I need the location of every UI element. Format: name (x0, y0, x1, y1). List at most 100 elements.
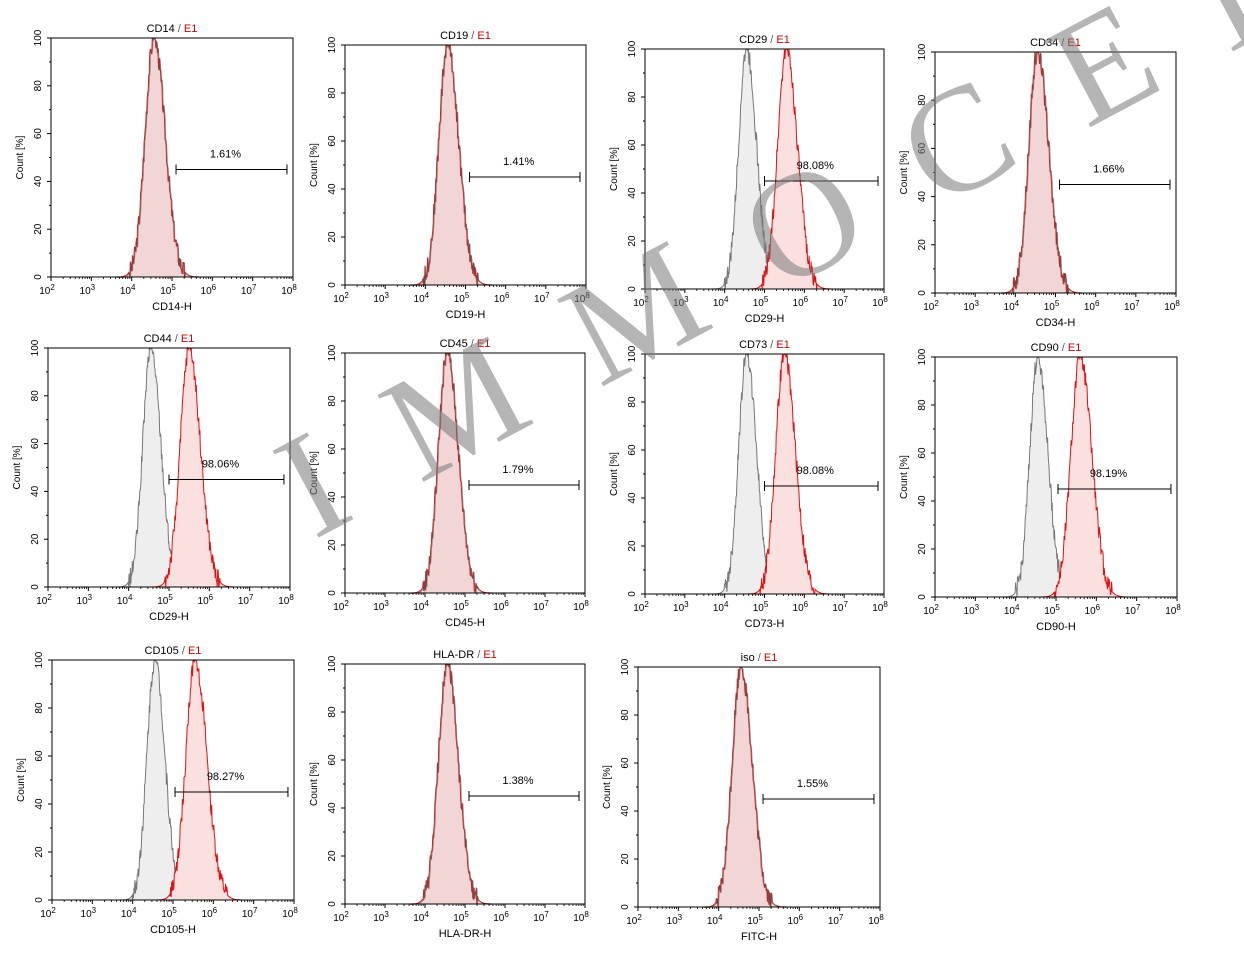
x-tick-base: 10 (828, 916, 840, 927)
panel-title-separator: / (172, 333, 181, 345)
x-tick-base: 10 (626, 916, 638, 927)
y-tick-label: 60 (917, 447, 928, 459)
y-tick-label: 100 (33, 29, 44, 46)
x-tick-label: 107 (832, 600, 848, 614)
x-tick-exponent: 4 (424, 599, 429, 608)
y-tick-label: 80 (327, 87, 338, 99)
x-tick-base: 10 (793, 298, 805, 309)
x-axis-label: CD34-H (1036, 317, 1076, 329)
y-tick-label: 60 (620, 757, 631, 769)
x-tick-exponent: 2 (50, 283, 55, 292)
x-tick-label: 105 (747, 913, 763, 927)
x-axis-label: CD45-H (445, 617, 485, 629)
x-tick-label: 107 (534, 291, 550, 305)
y-tick-label: 60 (33, 128, 44, 140)
x-tick-exponent: 3 (678, 913, 683, 922)
panel-title: CD73 / E1 (739, 339, 790, 351)
x-tick-base: 10 (493, 913, 505, 924)
y-tick-label: 20 (917, 239, 928, 251)
x-tick-label: 104 (1004, 603, 1020, 617)
x-tick-base: 10 (201, 286, 213, 297)
y-tick-label: 60 (627, 444, 638, 456)
y-tick-label: 0 (917, 594, 928, 600)
y-axis-label: Count [%] (602, 765, 613, 809)
x-tick-exponent: 4 (724, 600, 729, 609)
x-tick-base: 10 (872, 603, 884, 614)
panel-title-sample: E1 (764, 652, 777, 664)
histogram-series-e1 (156, 659, 243, 901)
x-tick-label: 104 (413, 910, 429, 924)
x-tick-base: 10 (633, 603, 645, 614)
x-tick-base: 10 (77, 596, 89, 607)
y-tick-label: 40 (327, 491, 338, 503)
x-tick-base: 10 (39, 286, 51, 297)
panel-title: CD105 / E1 (145, 645, 202, 657)
x-tick-exponent: 8 (1175, 299, 1180, 308)
x-tick-label: 105 (160, 283, 176, 297)
gate-percentage: 98.06% (202, 458, 240, 470)
x-tick-base: 10 (533, 913, 545, 924)
x-tick-label: 104 (707, 913, 723, 927)
x-tick-exponent: 7 (544, 910, 549, 919)
x-tick-base: 10 (713, 298, 725, 309)
x-tick-exponent: 6 (1095, 299, 1100, 308)
x-tick-exponent: 3 (975, 603, 980, 612)
y-tick-label: 80 (917, 94, 928, 106)
x-tick-label: 103 (964, 603, 980, 617)
x-tick-label: 102 (333, 910, 349, 924)
panel-title-sample: E1 (1067, 37, 1080, 49)
y-tick-label: 80 (627, 91, 638, 103)
x-tick-base: 10 (868, 916, 880, 927)
x-tick-base: 10 (1125, 606, 1137, 617)
y-tick-label: 40 (627, 492, 638, 504)
panel-title-sample: E1 (477, 30, 490, 42)
x-tick-base: 10 (1044, 606, 1056, 617)
y-tick-label: 60 (917, 142, 928, 154)
x-tick-base: 10 (454, 294, 466, 305)
histogram-series-e1 (1000, 51, 1083, 294)
x-tick-exponent: 6 (799, 913, 804, 922)
x-tick-label: 103 (667, 913, 683, 927)
x-tick-label: 106 (493, 910, 509, 924)
panel-title: CD29 / E1 (739, 34, 790, 46)
x-tick-base: 10 (278, 596, 290, 607)
x-tick-label: 104 (713, 600, 729, 614)
x-tick-exponent: 7 (844, 600, 849, 609)
x-tick-base: 10 (667, 916, 679, 927)
x-tick-exponent: 6 (212, 283, 217, 292)
x-tick-exponent: 6 (209, 593, 214, 602)
panel-title-marker: CD14 (147, 23, 175, 35)
x-tick-base: 10 (1084, 302, 1096, 313)
x-tick-exponent: 4 (132, 906, 137, 915)
x-tick-base: 10 (1165, 606, 1177, 617)
x-tick-label: 103 (373, 599, 389, 613)
x-tick-base: 10 (241, 286, 253, 297)
y-tick-label: 60 (327, 135, 338, 147)
y-tick-label: 60 (34, 750, 45, 762)
x-tick-label: 102 (39, 283, 55, 297)
y-tick-label: 100 (627, 345, 638, 362)
panel-title-marker: CD90 (1031, 342, 1059, 354)
x-axis-label: CD73-H (745, 618, 785, 630)
x-tick-label: 105 (753, 295, 769, 309)
x-axis-label: CD105-H (150, 924, 196, 936)
panel-title-separator: / (474, 649, 483, 661)
x-tick-exponent: 3 (384, 910, 389, 919)
x-tick-label: 108 (872, 600, 888, 614)
x-tick-base: 10 (373, 602, 385, 613)
y-axis-label: Count [%] (309, 762, 320, 806)
x-tick-exponent: 3 (92, 906, 97, 915)
x-tick-exponent: 8 (1176, 603, 1181, 612)
x-tick-base: 10 (333, 913, 345, 924)
x-tick-label: 106 (493, 599, 509, 613)
x-tick-label: 106 (494, 291, 510, 305)
x-tick-base: 10 (40, 909, 52, 920)
x-tick-label: 103 (673, 600, 689, 614)
x-axis-label: CD19-H (446, 309, 486, 321)
y-axis-label: Count [%] (12, 445, 23, 489)
